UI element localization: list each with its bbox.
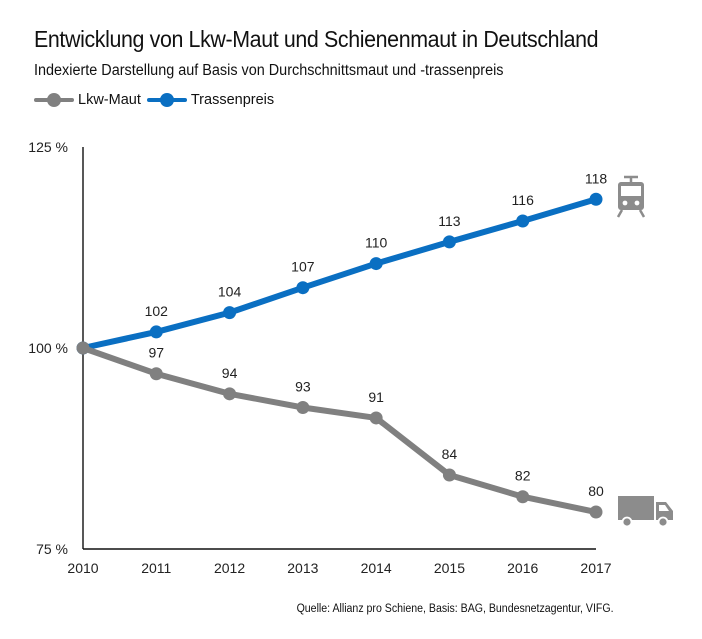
x-tick-label: 2010 bbox=[67, 560, 98, 576]
legend-item-lkw-maut: Lkw-Maut bbox=[34, 92, 141, 108]
x-tick-label: 2016 bbox=[507, 560, 538, 576]
data-point bbox=[516, 214, 530, 228]
data-point bbox=[442, 235, 456, 249]
source-note: Quelle: Allianz pro Schiene, Basis: BAG,… bbox=[297, 603, 614, 615]
x-tick-label: 2015 bbox=[434, 560, 465, 576]
x-tick-label: 2013 bbox=[287, 560, 318, 576]
legend: Lkw-Maut Trassenpreis bbox=[34, 92, 280, 108]
data-point bbox=[223, 306, 237, 320]
data-point bbox=[223, 387, 237, 401]
legend-swatch-trassenpreis bbox=[146, 93, 187, 107]
data-label: 97 bbox=[148, 345, 164, 361]
data-label: 91 bbox=[368, 389, 384, 405]
x-tick-label: 2012 bbox=[214, 560, 245, 576]
data-point bbox=[369, 257, 383, 271]
chart-title: Entwicklung von Lkw-Maut und Schienenmau… bbox=[34, 26, 599, 52]
series-lkw-maut: 97 94 93 91 84 82 80 bbox=[76, 341, 604, 519]
data-label: 116 bbox=[512, 192, 535, 208]
legend-item-trassenpreis: Trassenpreis bbox=[146, 92, 275, 108]
series-line-lkw-maut bbox=[80, 345, 599, 516]
train-icon bbox=[616, 175, 646, 218]
legend-label-trassenpreis: Trassenpreis bbox=[190, 92, 275, 108]
y-tick-label: 125 % bbox=[28, 139, 68, 155]
data-point bbox=[296, 400, 310, 414]
data-label: 118 bbox=[585, 170, 608, 186]
data-point bbox=[589, 192, 603, 206]
series-trassenpreis: 102 104 107 110 113 116 118 bbox=[76, 170, 608, 355]
data-point bbox=[369, 411, 383, 425]
data-point bbox=[516, 490, 530, 504]
data-point bbox=[76, 341, 90, 355]
data-label: 102 bbox=[145, 303, 169, 319]
data-label: 107 bbox=[291, 259, 315, 275]
data-point bbox=[442, 468, 456, 482]
data-label: 113 bbox=[438, 213, 461, 229]
data-label: 94 bbox=[222, 365, 238, 381]
data-label: 93 bbox=[295, 378, 311, 394]
data-label: 110 bbox=[365, 235, 388, 251]
legend-swatch-lkw-maut bbox=[34, 93, 74, 107]
data-point bbox=[296, 281, 310, 295]
data-point bbox=[149, 367, 163, 381]
data-label: 104 bbox=[218, 284, 242, 300]
data-point bbox=[589, 505, 603, 519]
data-label: 84 bbox=[442, 446, 458, 462]
data-point bbox=[149, 325, 163, 339]
legend-label-lkw-maut: Lkw-Maut bbox=[78, 92, 141, 108]
y-tick-label: 100 % bbox=[28, 340, 68, 356]
x-tick-label: 2017 bbox=[580, 560, 611, 576]
series-line-trassenpreis bbox=[80, 196, 599, 351]
truck-icon bbox=[618, 496, 673, 528]
data-label: 82 bbox=[515, 468, 531, 484]
x-tick-label: 2011 bbox=[141, 560, 171, 576]
data-label: 80 bbox=[588, 483, 604, 499]
x-tick-label: 2014 bbox=[361, 560, 392, 576]
series-layer: 102 104 107 110 113 116 118 97 94 93 91 84 82 80 bbox=[76, 170, 608, 519]
y-tick-label: 75 % bbox=[36, 541, 68, 557]
chart-subtitle: Indexierte Darstellung auf Basis von Dur… bbox=[34, 62, 504, 79]
